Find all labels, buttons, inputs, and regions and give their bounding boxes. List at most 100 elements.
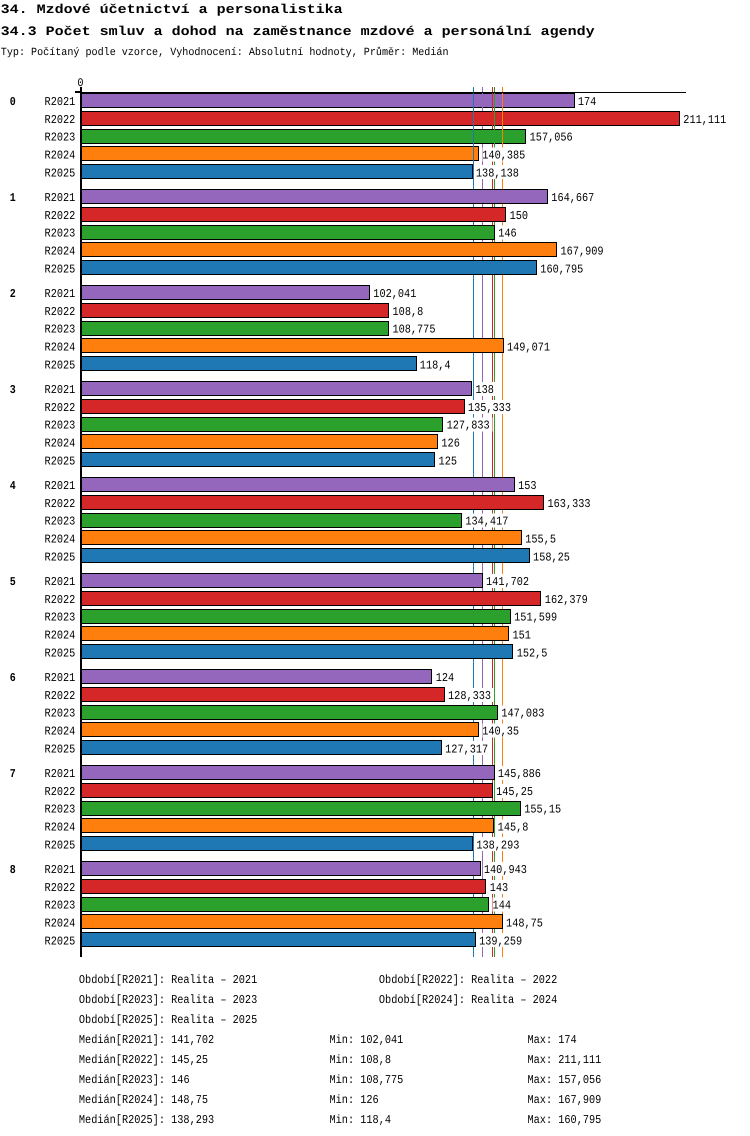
svg-text:34. Mzdové účetnictví a person: 34. Mzdové účetnictví a personalistika <box>1 2 343 17</box>
svg-text:R2021: R2021 <box>45 575 76 589</box>
svg-text:146: 146 <box>498 227 516 241</box>
svg-text:R2025: R2025 <box>45 934 76 948</box>
svg-text:162,379: 162,379 <box>545 593 588 607</box>
svg-text:Období[R2021]: Realita – 2021: Období[R2021]: Realita – 2021 <box>79 973 257 987</box>
svg-text:141,702: 141,702 <box>486 575 529 589</box>
svg-text:149,071: 149,071 <box>507 341 550 355</box>
svg-text:Min: 118,4: Min: 118,4 <box>330 1113 392 1127</box>
svg-text:127,317: 127,317 <box>445 742 488 756</box>
svg-text:R2021: R2021 <box>45 95 76 109</box>
svg-text:118,4: 118,4 <box>420 358 451 372</box>
svg-text:R2021: R2021 <box>45 287 76 301</box>
svg-text:Období[R2024]: Realita – 2024: Období[R2024]: Realita – 2024 <box>379 993 557 1007</box>
svg-text:R2023: R2023 <box>45 803 76 817</box>
svg-text:126: 126 <box>441 437 459 451</box>
svg-text:Max: 174: Max: 174 <box>528 1033 577 1047</box>
svg-text:163,333: 163,333 <box>548 497 591 511</box>
svg-text:Max: 167,909: Max: 167,909 <box>528 1093 602 1107</box>
svg-text:Medián[R2024]: 148,75: Medián[R2024]: 148,75 <box>79 1093 208 1107</box>
svg-text:Min: 102,041: Min: 102,041 <box>330 1033 404 1047</box>
svg-text:R2023: R2023 <box>45 131 76 145</box>
svg-text:1: 1 <box>10 191 16 205</box>
svg-text:139,259: 139,259 <box>479 934 522 948</box>
svg-text:R2024: R2024 <box>45 725 76 739</box>
svg-text:145,8: 145,8 <box>498 821 529 835</box>
svg-text:152,5: 152,5 <box>517 646 548 660</box>
svg-text:R2022: R2022 <box>45 305 76 319</box>
svg-text:R2021: R2021 <box>45 383 76 397</box>
svg-text:138,138: 138,138 <box>476 166 519 180</box>
svg-text:R2025: R2025 <box>45 550 76 564</box>
svg-text:R2023: R2023 <box>45 707 76 721</box>
svg-text:4: 4 <box>10 479 16 493</box>
svg-text:0: 0 <box>10 95 16 109</box>
svg-text:158,25: 158,25 <box>533 550 570 564</box>
svg-text:3: 3 <box>10 383 16 397</box>
svg-text:2: 2 <box>10 287 16 301</box>
svg-text:7: 7 <box>10 767 16 781</box>
svg-text:R2025: R2025 <box>45 262 76 276</box>
svg-text:Max: 211,111: Max: 211,111 <box>528 1053 602 1067</box>
svg-text:R2024: R2024 <box>45 341 76 355</box>
svg-text:R2021: R2021 <box>45 863 76 877</box>
svg-text:R2022: R2022 <box>45 881 76 895</box>
svg-text:148,75: 148,75 <box>506 917 543 931</box>
svg-text:R2025: R2025 <box>45 838 76 852</box>
svg-text:R2021: R2021 <box>45 671 76 685</box>
svg-text:Medián[R2025]: 138,293: Medián[R2025]: 138,293 <box>79 1113 214 1127</box>
svg-text:34.3 Počet smluv a dohod na za: 34.3 Počet smluv a dohod na zaměstnance … <box>1 24 595 39</box>
svg-text:R2024: R2024 <box>45 917 76 931</box>
svg-text:Období[R2022]: Realita – 2022: Období[R2022]: Realita – 2022 <box>379 973 557 987</box>
svg-text:R2023: R2023 <box>45 899 76 913</box>
svg-text:R2022: R2022 <box>45 785 76 799</box>
svg-text:R2023: R2023 <box>45 611 76 625</box>
svg-text:147,083: 147,083 <box>501 707 544 721</box>
svg-text:174: 174 <box>578 95 596 109</box>
svg-text:R2024: R2024 <box>45 437 76 451</box>
svg-text:144: 144 <box>493 899 511 913</box>
svg-text:140,35: 140,35 <box>482 725 519 739</box>
svg-text:211,111: 211,111 <box>683 113 726 127</box>
svg-text:R2023: R2023 <box>45 323 76 337</box>
svg-text:150: 150 <box>510 209 528 223</box>
svg-text:6: 6 <box>10 671 16 685</box>
svg-text:108,775: 108,775 <box>392 323 435 337</box>
svg-text:R2024: R2024 <box>45 149 76 163</box>
svg-text:157,056: 157,056 <box>530 131 573 145</box>
svg-text:134,417: 134,417 <box>465 515 508 529</box>
svg-text:151: 151 <box>512 629 530 643</box>
svg-text:R2025: R2025 <box>45 166 76 180</box>
svg-text:138,293: 138,293 <box>476 838 519 852</box>
svg-text:160,795: 160,795 <box>540 262 583 276</box>
svg-text:155,15: 155,15 <box>524 803 561 817</box>
svg-text:R2022: R2022 <box>45 497 76 511</box>
svg-text:Min: 108,775: Min: 108,775 <box>330 1073 404 1087</box>
svg-text:138: 138 <box>476 383 494 397</box>
svg-text:143: 143 <box>490 881 508 895</box>
svg-text:Min: 108,8: Min: 108,8 <box>330 1053 392 1067</box>
svg-text:Medián[R2023]: 146: Medián[R2023]: 146 <box>79 1073 190 1087</box>
svg-text:108,8: 108,8 <box>393 305 424 319</box>
svg-text:R2024: R2024 <box>45 245 76 259</box>
svg-text:R2021: R2021 <box>45 191 76 205</box>
svg-text:R2021: R2021 <box>45 479 76 493</box>
svg-text:128,333: 128,333 <box>448 689 491 703</box>
svg-text:Max: 157,056: Max: 157,056 <box>528 1073 602 1087</box>
svg-text:0: 0 <box>77 77 83 90</box>
svg-text:Medián[R2021]: 141,702: Medián[R2021]: 141,702 <box>79 1033 214 1047</box>
svg-text:Medián[R2022]: 145,25: Medián[R2022]: 145,25 <box>79 1053 208 1067</box>
svg-text:145,886: 145,886 <box>498 767 541 781</box>
svg-text:R2023: R2023 <box>45 419 76 433</box>
svg-text:R2025: R2025 <box>45 454 76 468</box>
svg-text:R2022: R2022 <box>45 689 76 703</box>
svg-text:R2025: R2025 <box>45 742 76 756</box>
svg-text:Období[R2023]: Realita – 2023: Období[R2023]: Realita – 2023 <box>79 993 257 1007</box>
svg-text:Min: 126: Min: 126 <box>330 1093 379 1107</box>
svg-text:8: 8 <box>10 863 16 877</box>
svg-text:R2025: R2025 <box>45 646 76 660</box>
svg-text:5: 5 <box>10 575 16 589</box>
svg-text:151,599: 151,599 <box>514 611 557 625</box>
svg-text:R2022: R2022 <box>45 113 76 127</box>
svg-text:R2024: R2024 <box>45 533 76 547</box>
svg-text:167,909: 167,909 <box>561 245 604 259</box>
